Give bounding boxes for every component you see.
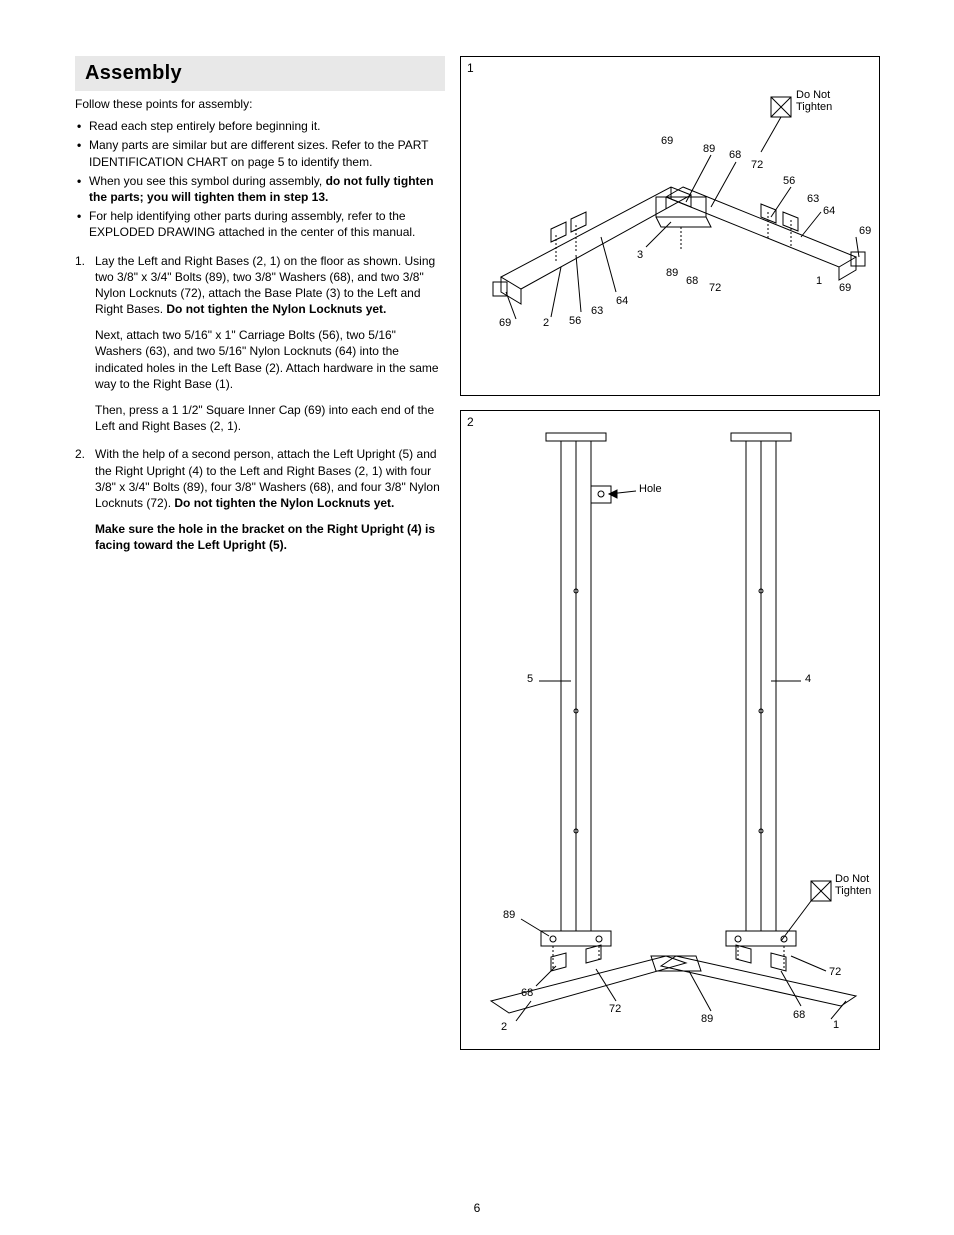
callout: 3 xyxy=(637,249,643,261)
callout: 72 xyxy=(609,1003,621,1015)
step-number: 1. xyxy=(75,253,95,318)
callout: 72 xyxy=(829,966,841,978)
figure-1: 1 xyxy=(460,56,880,396)
intro-bullet: Many parts are similar but are different… xyxy=(75,137,445,169)
callout: 63 xyxy=(807,193,819,205)
callout: 2 xyxy=(501,1021,507,1033)
section-heading: Assembly xyxy=(75,56,445,91)
callout: 2 xyxy=(543,317,549,329)
callout: 63 xyxy=(591,305,603,317)
callout: 4 xyxy=(805,673,811,685)
step-para: Next, attach two 5/16" x 1" Carriage Bol… xyxy=(75,327,445,392)
callout: 89 xyxy=(701,1013,713,1025)
step-number: 2. xyxy=(75,446,95,511)
callout: 89 xyxy=(503,909,515,921)
callout: 72 xyxy=(709,282,721,294)
figure-2-svg xyxy=(461,411,877,1047)
callout: 64 xyxy=(823,205,835,217)
step-bold: Do not tighten the Nylon Locknuts yet. xyxy=(166,302,386,316)
callout: 56 xyxy=(569,315,581,327)
callout: Tighten xyxy=(835,885,871,897)
callout: 68 xyxy=(521,987,533,999)
callout: Do Not xyxy=(835,873,869,885)
callout: 69 xyxy=(859,225,871,237)
step-2: 2. With the help of a second person, att… xyxy=(75,446,445,553)
intro-bullet: When you see this symbol during assembly… xyxy=(75,173,445,205)
callout: 68 xyxy=(793,1009,805,1021)
callout: 68 xyxy=(686,275,698,287)
intro-list: Read each step entirely before beginning… xyxy=(75,118,445,240)
figure-number: 2 xyxy=(467,415,474,429)
callout: 56 xyxy=(783,175,795,187)
callout: Tighten xyxy=(796,101,832,113)
callout: 89 xyxy=(666,267,678,279)
callout: Hole xyxy=(639,483,662,495)
callout: 69 xyxy=(661,135,673,147)
callout: 69 xyxy=(839,282,851,294)
step-para: Make sure the hole in the bracket on the… xyxy=(75,521,445,553)
step-para: Then, press a 1 1/2" Square Inner Cap (6… xyxy=(75,402,445,434)
intro-block: Follow these points for assembly: Read e… xyxy=(75,96,445,241)
callout: 1 xyxy=(833,1019,839,1031)
step-body: With the help of a second person, attach… xyxy=(95,446,445,511)
step-bold: Do not tighten the Nylon Locknuts yet. xyxy=(174,496,394,510)
callout: 1 xyxy=(816,275,822,287)
callout: 68 xyxy=(729,149,741,161)
page: Assembly Follow these points for assembl… xyxy=(0,0,954,1235)
figure-2: 2 xyxy=(460,410,880,1050)
callout: 89 xyxy=(703,143,715,155)
step-body: Lay the Left and Right Bases (2, 1) on t… xyxy=(95,253,445,318)
callout: 72 xyxy=(751,159,763,171)
left-column: Follow these points for assembly: Read e… xyxy=(75,96,445,554)
intro-bullet: Read each step entirely before beginning… xyxy=(75,118,445,134)
callout: 64 xyxy=(616,295,628,307)
callout: 5 xyxy=(527,673,533,685)
page-number: 6 xyxy=(0,1201,954,1215)
intro-bullet: For help identifying other parts during … xyxy=(75,208,445,240)
callout: Do Not xyxy=(796,89,830,101)
step-1: 1. Lay the Left and Right Bases (2, 1) o… xyxy=(75,253,445,435)
callout: 69 xyxy=(499,317,511,329)
intro-lead: Follow these points for assembly: xyxy=(75,96,445,112)
heading-text: Assembly xyxy=(85,62,182,84)
intro-bold: do not fully tighten the parts; you will… xyxy=(89,174,434,204)
figure-number: 1 xyxy=(467,61,474,75)
